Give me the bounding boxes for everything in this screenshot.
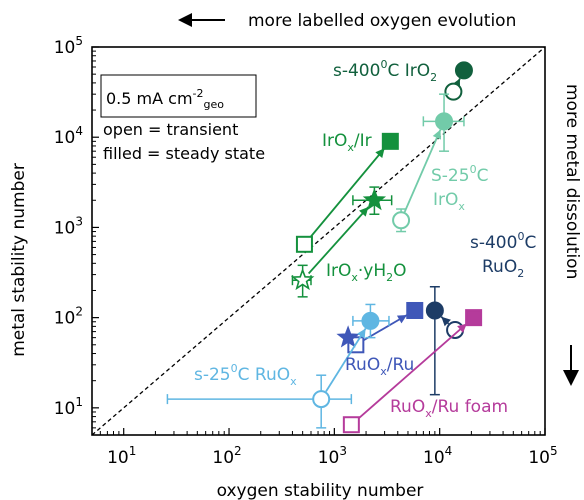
filled-star-marker [336,325,360,348]
y-axis-label: metal stability number [9,163,29,357]
series-s-25-c-iro- [392,93,465,233]
series-label: IrOx [433,190,465,213]
open-star-marker [290,267,315,291]
connector-line [357,322,468,420]
y-tick-label: 103 [54,214,83,238]
connector-arrowhead [357,328,366,339]
open-circle-marker [392,211,411,230]
top-annotation: more labelled oxygen evolution [178,11,516,31]
filled-square-marker [406,301,424,319]
series-label: IrOx/Ir [322,131,372,154]
filled-square-marker [465,309,483,327]
series-label: RuOx/Ru foam [390,397,508,420]
series-iro-yh-o [290,186,393,298]
connector-arrowhead [432,129,441,140]
down-arrow-icon [563,370,579,386]
series-s-400-c-iro- [444,61,473,101]
right-annotation: more metal dissolution [562,84,582,386]
y-tick-label: 105 [54,34,83,58]
series-labels: s-4000C IrO2 IrOx/Ir S-250C IrOx IrOx·yH2O s-… [194,58,536,420]
filled-circle-marker [425,301,444,320]
filled-square-marker [381,132,399,150]
plot-frame [91,46,546,436]
series-s-25-c-ruo- [166,303,390,429]
series-label: s-250C RuOx [194,362,297,388]
legend-open: open = transient [103,120,238,139]
connector-arrowhead [375,148,385,159]
series-label: s-4000C IrO2 [333,58,437,84]
series-ruo-ru-star [336,325,360,348]
left-arrow-icon [178,13,192,27]
y-tick-label: 101 [54,395,83,419]
x-tick-label: 105 [528,444,557,468]
connector-arrowhead [396,315,407,324]
open-square-marker [295,235,313,253]
legend-current-density: 0.5 mA cm-2geo [106,87,224,111]
top-annotation-text: more labelled oxygen evolution [248,11,516,31]
series-label: RuOx/Ru [345,355,414,378]
open-square-marker [342,416,360,434]
y-tick-label: 104 [54,124,83,148]
open-circle-marker [312,390,331,409]
series-group [166,61,483,434]
axis-ticks: 101 102 103 104 105 101 102 103 104 105 [54,34,558,468]
series-label: S-250C [431,163,488,186]
filled-circle-marker [454,61,473,80]
series-ruo-ru-foam [342,309,483,434]
series-s-400-c-ruo- [425,285,465,396]
series-label: s-4000C [470,230,536,253]
legend-box: 0.5 mA cm-2geo open = transient filled =… [100,74,265,163]
parity-line [91,46,546,436]
x-tick-label: 101 [107,444,136,468]
x-tick-label: 102 [212,444,241,468]
connector-line [325,328,367,392]
x-tick-label: 104 [423,444,452,468]
connector-arrowhead [441,316,451,327]
connector-arrowhead [359,206,369,217]
legend-filled: filled = steady state [103,144,265,163]
series-iro-ir [295,132,399,253]
filled-star-marker [362,188,387,211]
open-circle-marker [444,82,463,101]
filled-circle-marker [435,112,454,131]
connector-line [403,129,442,213]
series-label: IrOx·yH2O [326,261,407,284]
filled-circle-marker [361,311,380,330]
series-label: RuO2 [482,257,524,280]
right-annotation-text: more metal dissolution [562,84,582,279]
x-tick-label: 103 [318,444,347,468]
connector-arrowhead [457,323,467,333]
connector-line [309,147,386,238]
connector-line [307,206,370,275]
x-axis-label: oxygen stability number [217,481,424,500]
y-tick-label: 102 [54,305,83,329]
series-ruo-ru [347,301,424,354]
